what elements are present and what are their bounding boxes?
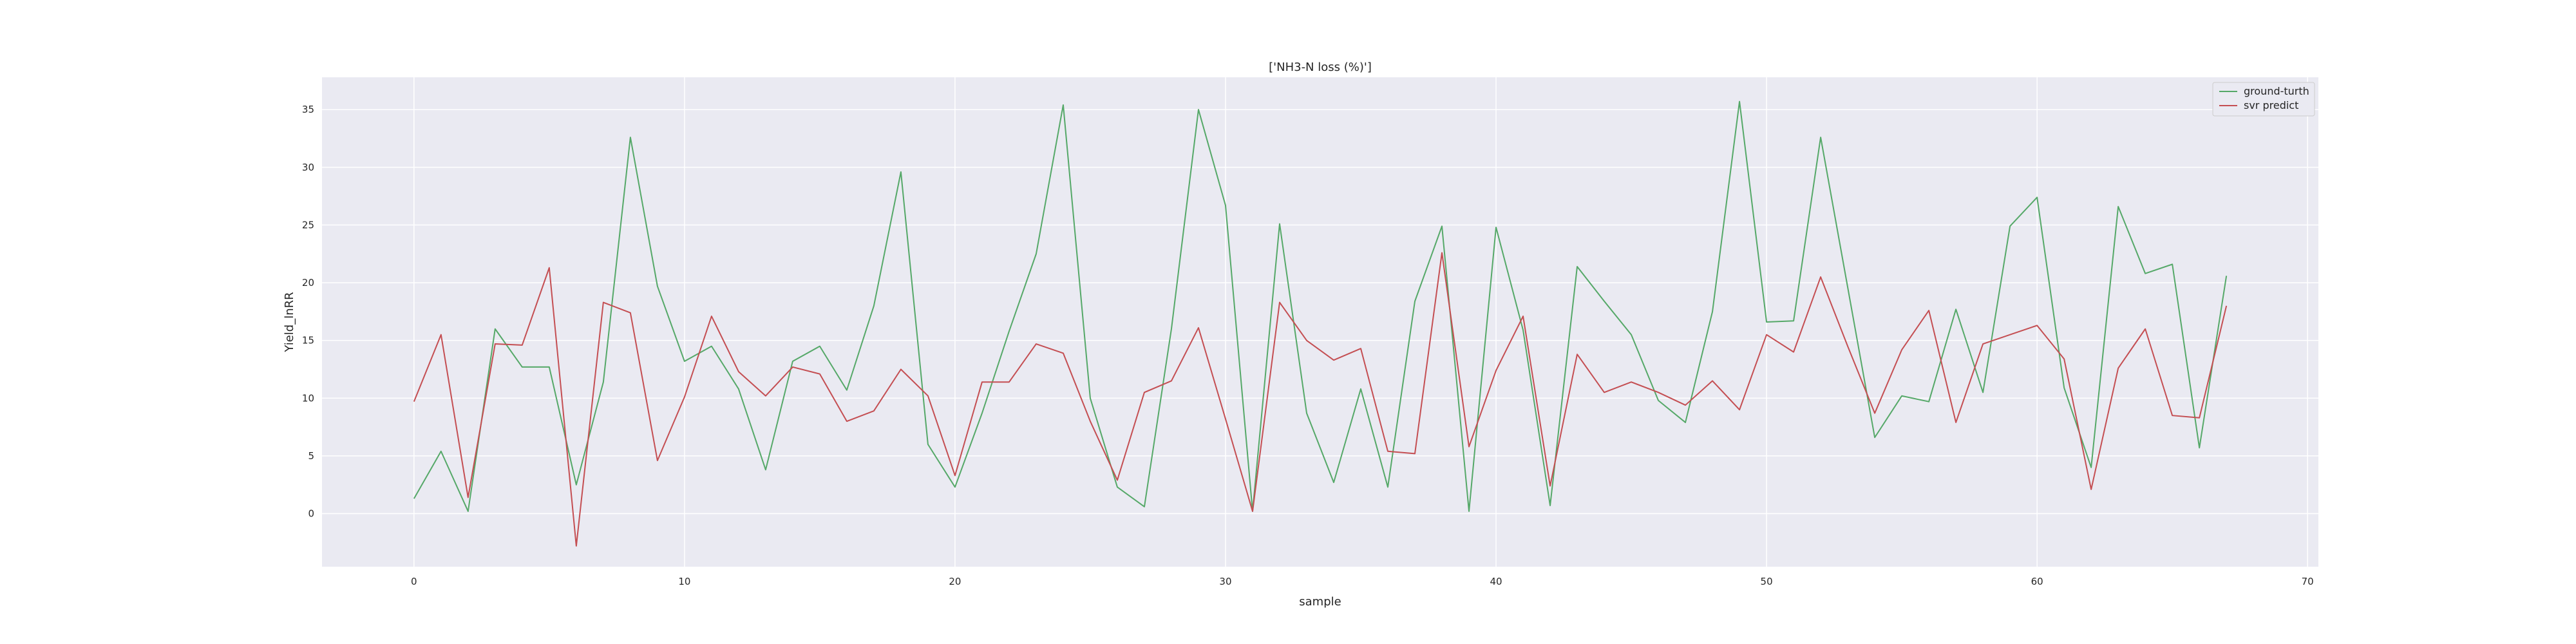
grid (322, 77, 2318, 567)
y-tick-label: 20 (302, 277, 314, 289)
legend-label-ground-turth: ground-turth (2244, 85, 2309, 97)
y-tick-label: 15 (302, 335, 314, 346)
y-axis-label: Yield_lnRR (283, 292, 296, 352)
series-line-ground-turth (413, 100, 2228, 512)
legend-box (2212, 82, 2315, 117)
x-axis-label: sample (1299, 595, 1341, 609)
y-tick-label: 10 (302, 392, 314, 404)
x-tick-labels: 0 10 20 30 40 50 60 70 (411, 576, 2314, 587)
x-tick-label: 10 (678, 576, 690, 587)
series-lines (413, 100, 2228, 547)
y-tick-labels: 0 5 10 15 20 25 30 35 (302, 104, 314, 519)
chart-title: ['NH3-N loss (%)'] (1269, 61, 1372, 74)
x-tick-label: 70 (2302, 576, 2314, 587)
series-line-svr-predict (413, 252, 2228, 547)
y-tick-label: 35 (302, 104, 314, 115)
y-tick-label: 5 (308, 450, 314, 462)
x-tick-label: 60 (2031, 576, 2043, 587)
x-tick-label: 50 (1761, 576, 1773, 587)
legend-label-svr-predict: svr predict (2244, 99, 2298, 111)
legend: ground-turth svr predict (2212, 82, 2315, 117)
x-tick-label: 20 (949, 576, 961, 587)
plot-area (322, 77, 2318, 567)
x-tick-label: 30 (1219, 576, 1231, 587)
y-tick-label: 0 (308, 508, 314, 520)
x-tick-label: 0 (411, 576, 417, 587)
y-tick-label: 25 (302, 219, 314, 231)
x-tick-label: 40 (1490, 576, 1502, 587)
y-tick-label: 30 (302, 162, 314, 173)
